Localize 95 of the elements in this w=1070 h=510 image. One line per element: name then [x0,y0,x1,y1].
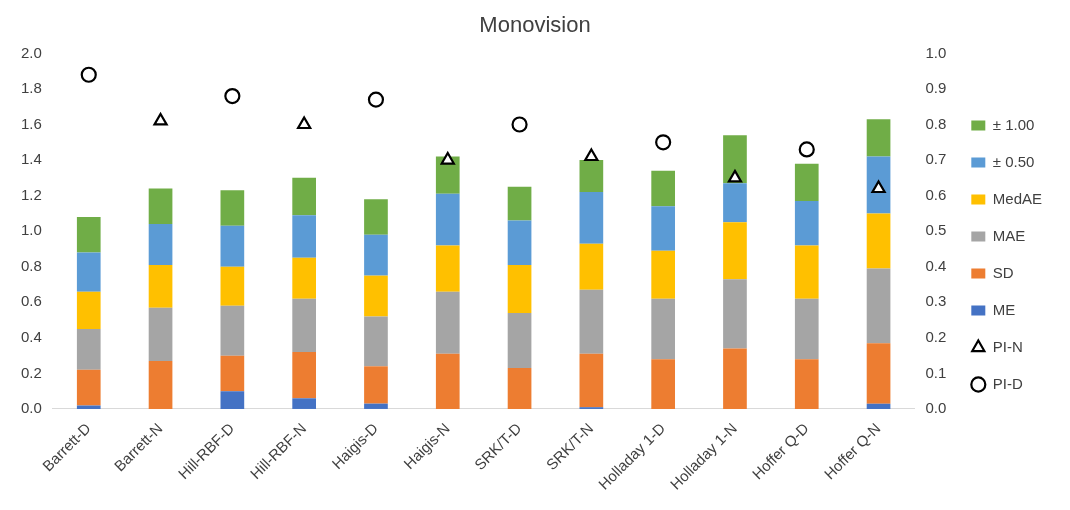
bar [364,275,388,317]
bar [292,215,316,258]
bar [723,222,747,280]
y-tick-label: 0.8 [20,256,42,274]
y2-tick-label: 0.8 [925,114,947,132]
bar [866,213,891,269]
y2-tick-label: 0.4 [925,256,947,274]
bar [435,193,460,246]
legend-label: ± 1.00 [992,115,1035,133]
y-tick-label: 1.6 [20,114,42,132]
bar [148,264,173,308]
bar [507,220,532,265]
bar [651,298,675,360]
bar [794,163,819,201]
y2-tick-label: 0.2 [925,327,947,345]
y2-tick-label: 0.5 [925,221,947,239]
bar [292,398,316,409]
y-tick-label: 2.0 [20,43,42,61]
legend-label: MAE [992,226,1026,244]
y-tick-label: 0.2 [20,363,42,381]
bar [794,298,819,360]
bar [220,305,245,356]
bar [579,243,604,290]
bar [364,199,388,235]
bar [220,266,245,306]
bar [76,328,101,370]
legend-label: PI-D [992,374,1023,392]
legend-label: MedAE [992,189,1043,207]
bar [794,359,819,409]
bar [507,368,532,409]
bar [364,366,388,404]
bar [651,250,675,299]
y2-tick-label: 0.0 [925,399,947,417]
bar [723,183,747,223]
y2-tick-label: 0.3 [925,292,947,310]
y2-tick-label: 0.7 [925,150,947,168]
y-tick-label: 1.4 [20,150,42,168]
bar [148,188,173,225]
bar [794,200,819,246]
bar [651,170,675,207]
y2-tick-label: 0.9 [925,79,947,97]
bar [76,252,101,292]
bar [723,348,747,409]
bar [866,119,891,157]
bar [651,359,675,409]
bar [579,289,604,354]
bar [435,353,460,409]
bar [364,234,388,276]
bar [866,156,891,214]
bar [794,245,819,299]
bar [579,192,604,244]
y2-tick-label: 1.0 [925,43,947,61]
y-tick-label: 0.4 [20,327,42,345]
y-tick-label: 1.0 [20,221,42,239]
bar [507,186,532,221]
bar [220,225,245,267]
bar [292,177,316,216]
bar [76,291,101,329]
legend-label: SD [992,263,1014,281]
bar [435,245,460,292]
y-tick-label: 0.0 [20,399,42,417]
bar [435,291,460,354]
bar [866,343,891,404]
bar [76,405,101,409]
bar [76,216,101,253]
chart-title: Monovision [479,12,591,38]
bar [292,352,316,399]
bar [364,403,388,409]
y-tick-label: 1.2 [20,185,42,203]
bar [220,190,245,226]
legend-label: PI-N [992,337,1023,355]
bar [507,264,532,313]
y-tick-label: 0.6 [20,292,42,310]
bar [579,160,604,193]
bar [723,135,747,184]
legend-label: ME [992,300,1016,318]
bar [220,355,245,392]
bar [148,224,173,265]
legend-label: ± 0.50 [992,152,1035,170]
y2-tick-label: 0.1 [925,363,947,381]
bar [148,360,173,409]
y2-tick-label: 0.6 [925,185,947,203]
y-tick-label: 1.8 [20,79,42,97]
bar [723,279,747,349]
bar [651,206,675,251]
bar [579,353,604,408]
bar [292,257,316,299]
bar [148,307,173,361]
bar [507,312,532,369]
bar [292,298,316,353]
bar [866,403,891,409]
bar [220,391,245,409]
bar [364,316,388,367]
bar [866,268,891,344]
bar [76,369,101,406]
